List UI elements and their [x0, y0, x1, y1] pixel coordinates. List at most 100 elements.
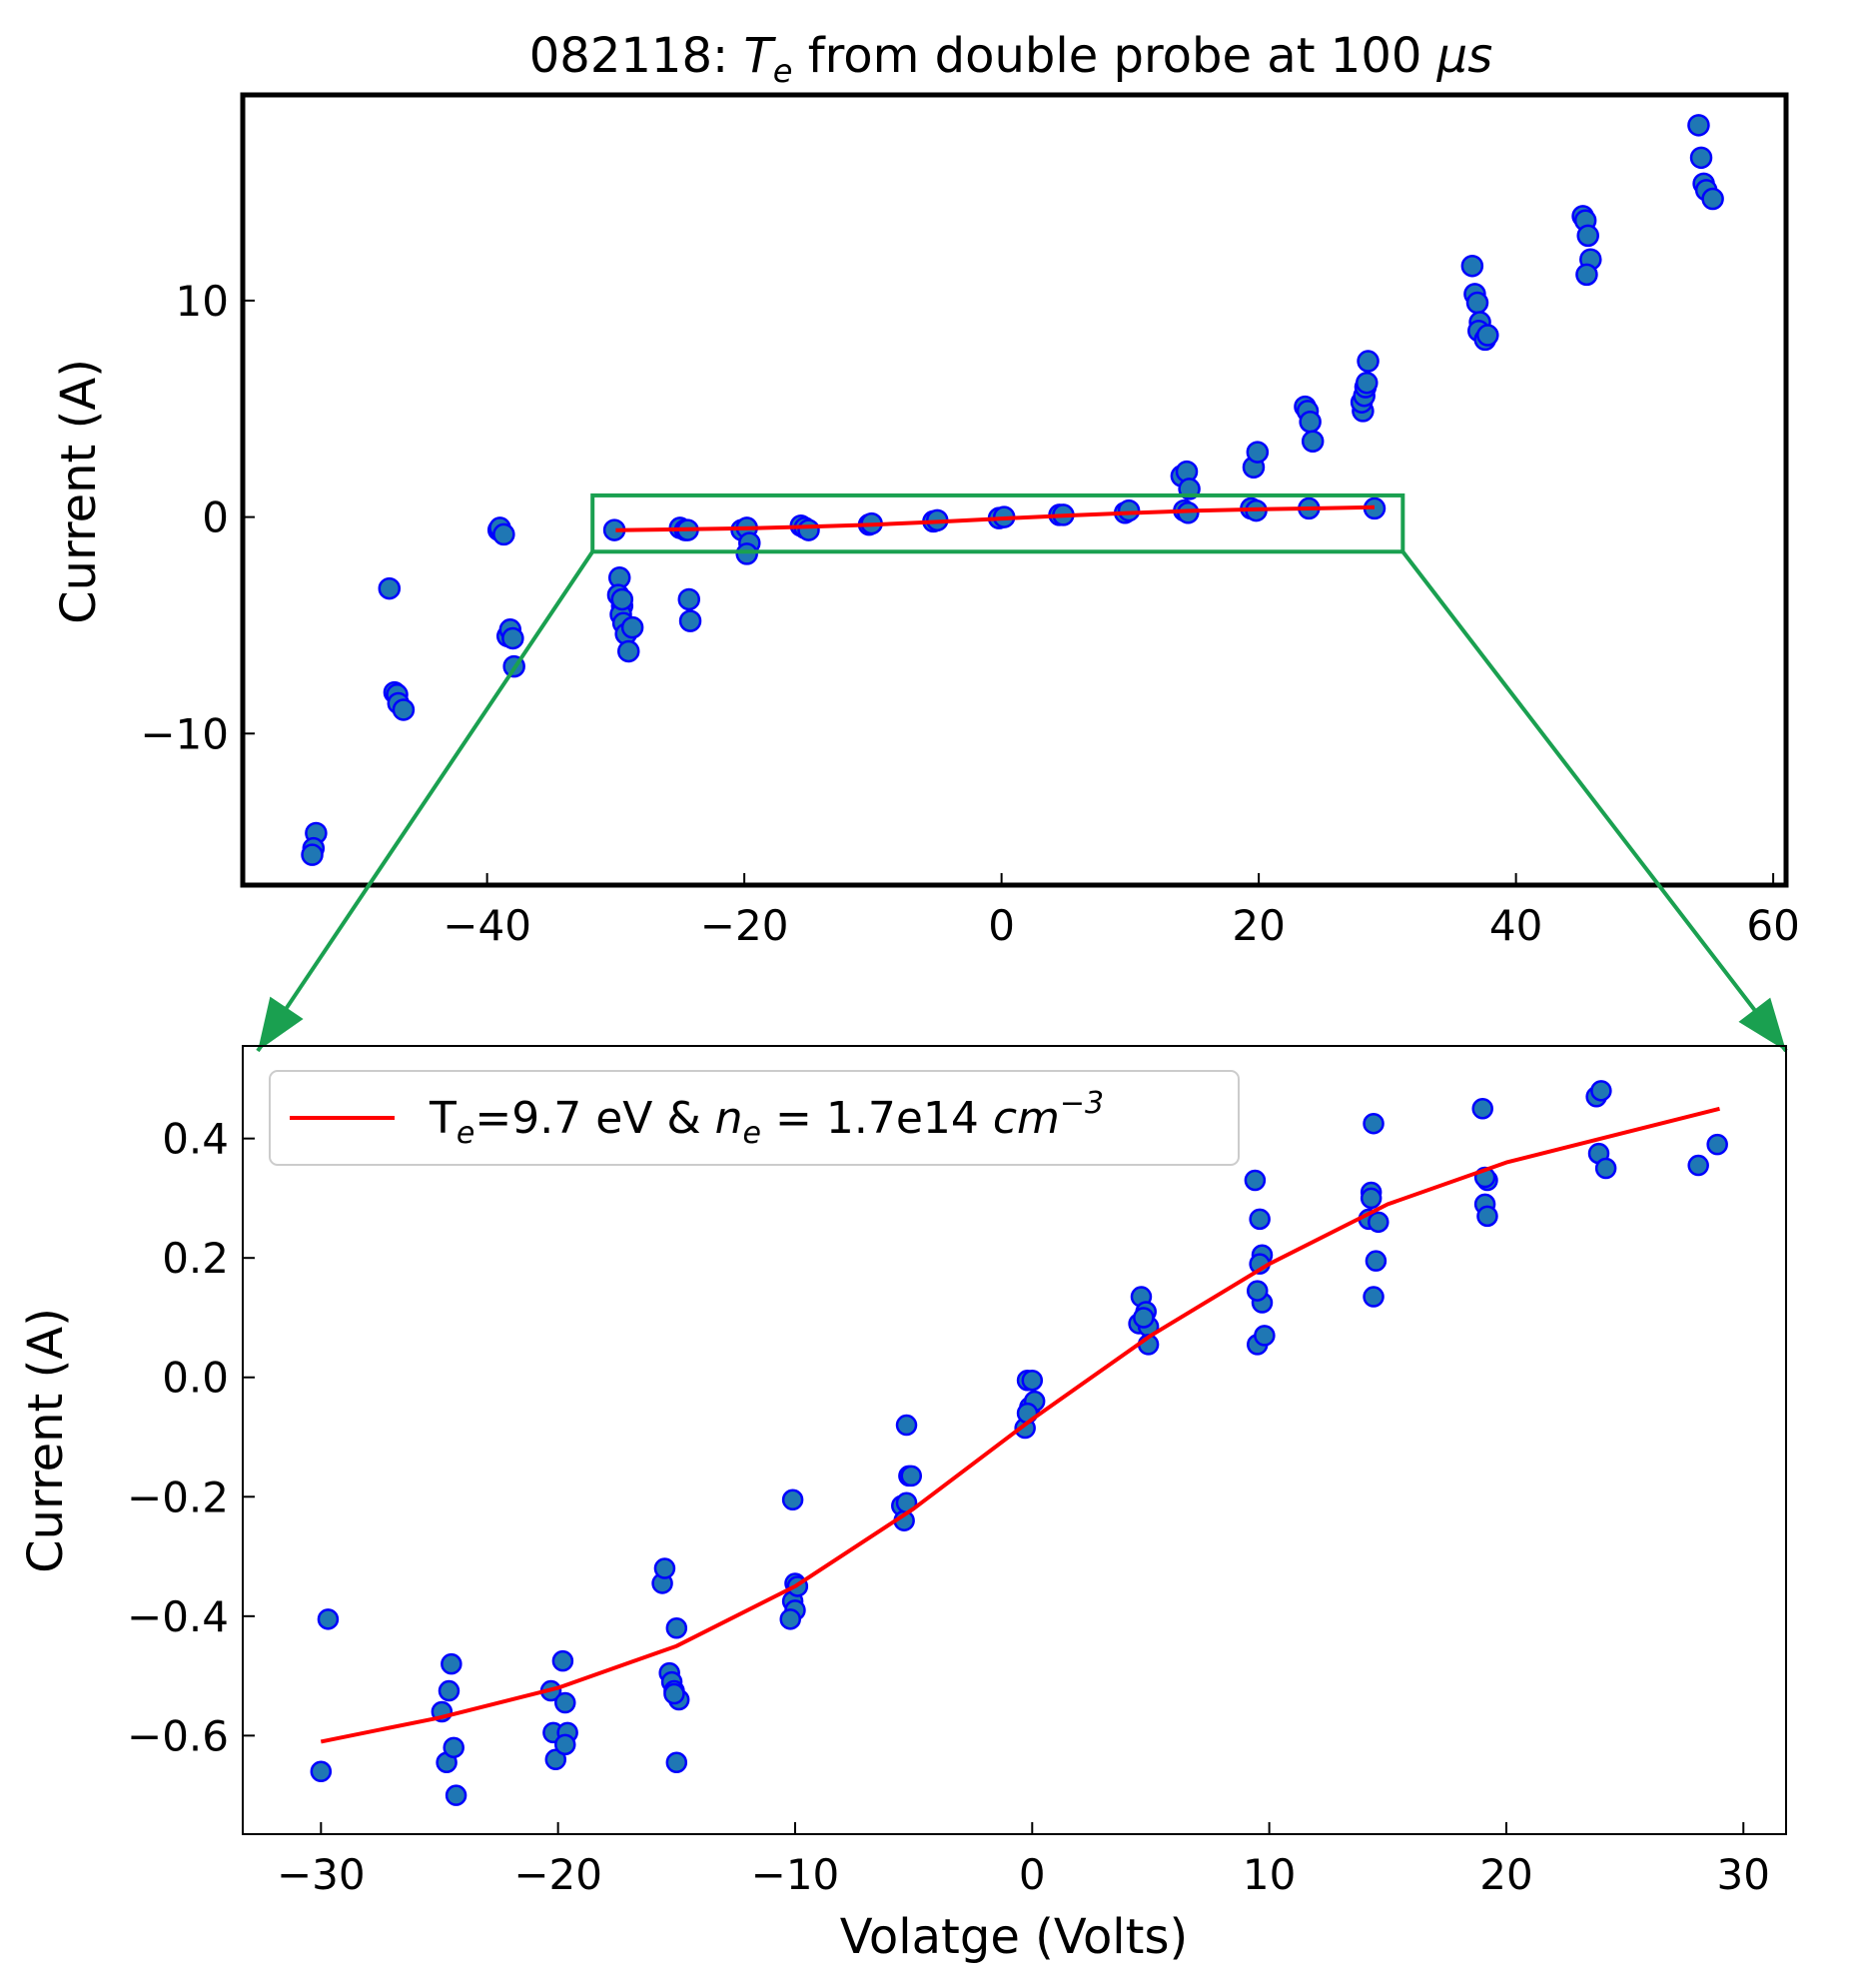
- top-data-point: [492, 522, 515, 546]
- top-x-tick-label: −20: [700, 901, 789, 950]
- bottom-data-point: [1590, 1080, 1612, 1102]
- bottom-y-tick-label: −0.2: [127, 1473, 229, 1521]
- legend: Te=9.7 eV & ne = 1.7e14 cm−3: [269, 1070, 1240, 1166]
- bottom-data-point: [900, 1465, 923, 1488]
- top-data-point: [1465, 291, 1489, 315]
- bottom-x-tick-label: 20: [1479, 1850, 1532, 1899]
- top-x-tick-label: 40: [1489, 901, 1542, 950]
- top-data-point: [1576, 224, 1599, 248]
- bottom-data-point: [1249, 1208, 1271, 1231]
- bottom-data-point: [1363, 1286, 1385, 1308]
- bottom-data-point: [1594, 1157, 1617, 1180]
- top-plot-area: −40 −20 0 20 40 60 −10 0 10: [140, 92, 1800, 950]
- bottom-data-point: [781, 1489, 804, 1511]
- bottom-data-point: [1244, 1169, 1267, 1192]
- bottom-data-point: [1706, 1133, 1728, 1156]
- bottom-fit-curve: [320, 1106, 1720, 1744]
- bottom-plot-area: −30 −20 −10 0 10 20 30 −0.6 −0.4 −0.2 0.0 0.2 0.4: [127, 1045, 1787, 1899]
- bottom-y-tick-label: 0.0: [162, 1354, 229, 1403]
- bottom-data-point: [1363, 1112, 1385, 1135]
- top-fit-curve: [615, 504, 1376, 532]
- bottom-data-point: [554, 1733, 576, 1756]
- bottom-data-point: [317, 1608, 340, 1630]
- top-data-point: [1117, 498, 1141, 522]
- bottom-data-point: [544, 1748, 567, 1771]
- bottom-plot-frame: [242, 1045, 1787, 1835]
- top-data-point: [1575, 263, 1598, 287]
- top-data-point: [1299, 410, 1322, 434]
- bottom-data-point: [1021, 1369, 1044, 1392]
- top-data-point: [1356, 371, 1379, 395]
- top-x-tick-label: 60: [1746, 901, 1799, 950]
- zoom-arrowhead-right: [1738, 997, 1786, 1051]
- bottom-x-tick-label: −30: [277, 1850, 366, 1899]
- bottom-data-point: [443, 1736, 464, 1759]
- bottom-x-tick-label: 0: [1019, 1850, 1046, 1899]
- legend-label: Te=9.7 eV & ne = 1.7e14 cm−3: [429, 1086, 1104, 1151]
- top-x-tick-label: 0: [988, 901, 1015, 950]
- bottom-data-point: [1133, 1307, 1155, 1329]
- bottom-data-point: [663, 1682, 685, 1705]
- bottom-x-tick-label: 10: [1243, 1850, 1296, 1899]
- top-data-point: [1687, 114, 1710, 137]
- bottom-data-point: [1247, 1280, 1269, 1302]
- bottom-data-point: [445, 1784, 467, 1806]
- bottom-data-point: [665, 1617, 688, 1639]
- top-y-axis-label: Current (A): [51, 359, 107, 624]
- bottom-y-axis-label: Current (A): [18, 1308, 74, 1573]
- bottom-y-tick-label: 0.2: [162, 1234, 229, 1283]
- bottom-data-point: [1365, 1250, 1388, 1272]
- top-plot-frame: [240, 92, 1789, 888]
- zoom-indicator: [256, 493, 1788, 1053]
- zoom-connector-left: [256, 550, 594, 1053]
- top-data-point: [1476, 324, 1499, 347]
- top-data-point: [1701, 187, 1724, 211]
- top-data-point: [1689, 146, 1713, 170]
- bottom-ticks: −30 −20 −10 0 10 20 30 −0.6 −0.4 −0.2 0.0 0.2 0.4: [127, 1115, 1770, 1899]
- bottom-data-point: [779, 1608, 801, 1630]
- bottom-data-point: [1476, 1205, 1498, 1228]
- top-data-point: [617, 639, 640, 663]
- legend-box: [269, 1070, 1240, 1166]
- bottom-data-point: [1368, 1211, 1390, 1234]
- top-x-tick-label: −40: [443, 901, 531, 950]
- bottom-data-layer: [310, 1080, 1728, 1806]
- bottom-data-point: [551, 1649, 574, 1672]
- bottom-data-point: [1254, 1325, 1276, 1347]
- top-x-tick-label: 20: [1232, 901, 1285, 950]
- zoom-box: [590, 493, 1405, 554]
- bottom-x-tick-label: −20: [513, 1850, 602, 1899]
- bottom-data-point: [438, 1679, 461, 1702]
- top-y-tick-label: 10: [176, 277, 229, 326]
- top-data-point: [610, 587, 634, 611]
- zoom-arrowhead-left: [258, 996, 304, 1051]
- top-data-point: [678, 609, 702, 632]
- bottom-y-tick-label: 0.4: [162, 1115, 229, 1164]
- bottom-y-tick-label: −0.6: [127, 1711, 229, 1760]
- bottom-x-axis-label: Volatge (Volts): [840, 1909, 1188, 1965]
- top-data-point: [1460, 254, 1484, 278]
- top-data-point: [797, 518, 820, 541]
- top-data-point: [1246, 441, 1270, 464]
- bottom-y-tick-label: −0.4: [127, 1592, 229, 1641]
- top-data-point: [620, 615, 644, 639]
- top-data-point: [392, 698, 416, 721]
- top-data-point: [378, 576, 402, 600]
- top-chart-title: 082118: Te from double probe at 100 μs: [529, 28, 1492, 90]
- top-data-layer: [301, 114, 1724, 866]
- bottom-data-point: [1687, 1154, 1709, 1177]
- top-data-point: [1301, 430, 1325, 453]
- bottom-data-point: [1360, 1187, 1383, 1210]
- top-y-tick-label: −10: [140, 709, 229, 758]
- bottom-data-point: [895, 1414, 918, 1437]
- bottom-data-point: [310, 1760, 333, 1782]
- bottom-data-point: [1471, 1098, 1493, 1120]
- top-data-point: [677, 587, 701, 611]
- bottom-x-tick-label: 30: [1717, 1850, 1770, 1899]
- top-data-point: [501, 626, 524, 650]
- bottom-x-tick-label: −10: [751, 1850, 840, 1899]
- top-ticks: −40 −20 0 20 40 60 −10 0 10: [140, 277, 1799, 950]
- bottom-data-point: [665, 1751, 688, 1774]
- bottom-data-point: [441, 1652, 463, 1675]
